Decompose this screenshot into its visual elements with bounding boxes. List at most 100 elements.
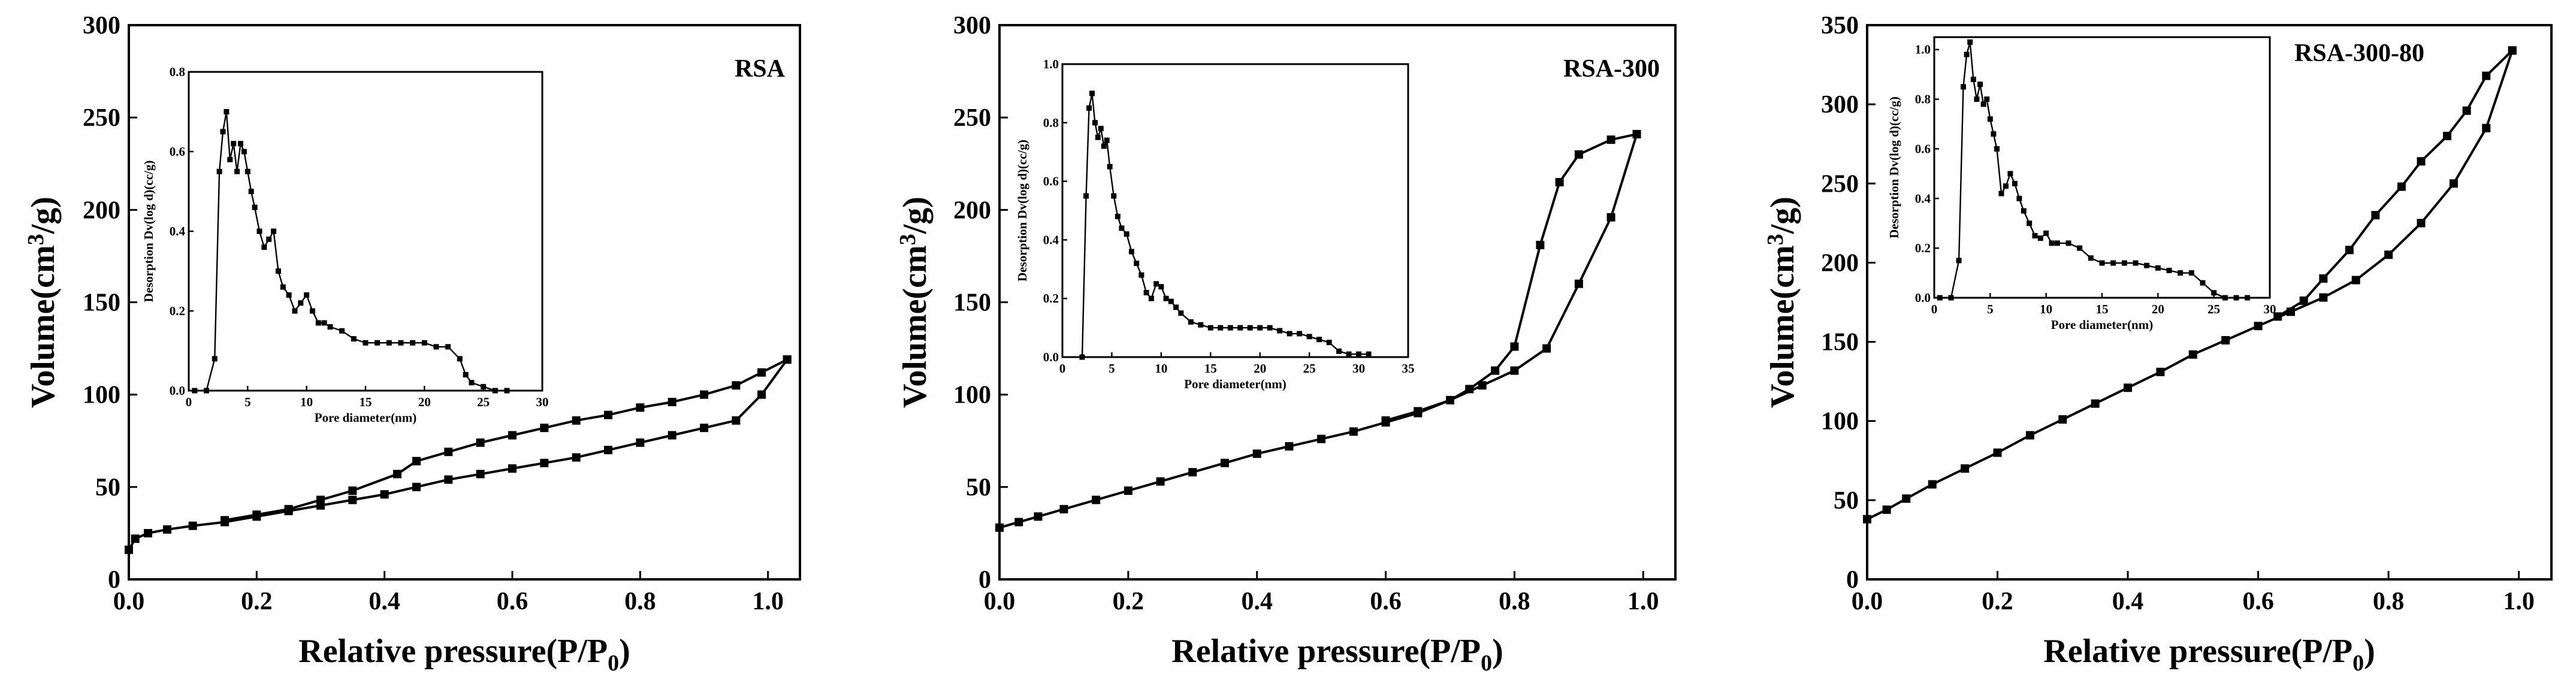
- y-tick-label: 0: [979, 566, 991, 594]
- inset-data-point: [1980, 101, 1986, 107]
- y-axis-label: Volume(cm3/g): [23, 197, 62, 408]
- inset-y-tick-label: 0.8: [1043, 116, 1059, 130]
- data-point-adsorption: [636, 438, 645, 447]
- inset-x-axis-label: Pore diameter(nm): [315, 410, 416, 425]
- inset-data-point: [271, 228, 277, 234]
- inset-data-point: [2121, 260, 2127, 266]
- inset-data-point: [304, 292, 310, 298]
- inset-data-point: [261, 244, 267, 250]
- data-point-adsorption: [2351, 276, 2360, 285]
- data-point-adsorption: [2156, 367, 2165, 376]
- plot-frame: [1866, 24, 2553, 581]
- data-point-adsorption: [700, 424, 708, 433]
- y-tick-label: 300: [83, 12, 120, 40]
- data-point-desorption: [732, 381, 741, 390]
- inset-data-point: [252, 204, 258, 210]
- inset-data-point: [445, 344, 451, 350]
- data-point-desorption: [604, 410, 612, 419]
- inset-x-tick-label: 10: [300, 395, 313, 409]
- inset-data-point: [1092, 120, 1098, 126]
- data-point-desorption: [2345, 246, 2354, 255]
- data-point-desorption: [348, 486, 357, 495]
- data-point-desorption: [636, 403, 645, 412]
- data-point-adsorption: [1993, 448, 2002, 457]
- inset-x-tick-label: 20: [2152, 302, 2164, 316]
- data-point-adsorption: [2417, 219, 2426, 228]
- inset-x-tick-label: 0: [186, 395, 192, 409]
- inset-data-point: [1356, 351, 1362, 357]
- inset-y-tick-label: 0.8: [170, 65, 185, 79]
- data-point-desorption: [1381, 416, 1390, 425]
- data-point-adsorption: [1542, 344, 1551, 353]
- inset-data-point: [1287, 331, 1292, 337]
- y-tick-label: 200: [953, 197, 991, 224]
- inset-data-point: [1188, 319, 1194, 325]
- data-point-desorption: [476, 438, 485, 447]
- inset-data-point: [492, 388, 498, 394]
- series-line-adsorption: [1867, 50, 2514, 521]
- data-point-adsorption: [444, 475, 453, 484]
- x-axis-label: Relative pressure(P/P0): [2043, 633, 2375, 676]
- inset-frame: [1933, 36, 2271, 299]
- inset-data-point: [2027, 220, 2033, 226]
- data-point-desorption: [2273, 312, 2282, 321]
- inset-x-axis-label: Pore diameter(nm): [1184, 377, 1286, 391]
- data-point-adsorption: [2091, 399, 2100, 408]
- inset-data-point: [1178, 310, 1184, 316]
- data-point-adsorption: [2319, 293, 2328, 302]
- inset-x-tick-label: 25: [1303, 361, 1316, 376]
- data-point-adsorption: [1317, 434, 1326, 443]
- data-point-adsorption: [604, 446, 612, 455]
- inset-data-point: [363, 340, 369, 346]
- data-point-adsorption: [1928, 480, 1937, 489]
- inset-data-point: [1095, 134, 1101, 140]
- inset-data-point: [275, 268, 281, 274]
- inset-frame: [1061, 63, 1409, 358]
- inset-y-tick-label: 0.4: [1043, 232, 1059, 247]
- data-point-adsorption: [144, 528, 152, 537]
- y-axis-label: Volume(cm3/g): [1763, 197, 1801, 408]
- inset-data-point: [1984, 96, 1990, 102]
- data-point-desorption: [668, 398, 677, 406]
- inset-data-point: [1970, 76, 1976, 82]
- inset-data-point: [266, 236, 272, 242]
- y-axis-label-main: Volume(cm: [25, 245, 62, 408]
- inset-x-tick-label: 0: [1931, 302, 1938, 316]
- inset-data-point: [292, 308, 298, 314]
- inset-data-point: [1143, 289, 1149, 295]
- data-point-adsorption: [163, 525, 171, 534]
- inset-x-tick-label: 5: [1109, 361, 1115, 376]
- x-tick-label: 0.4: [369, 588, 400, 615]
- inset-data-point: [2245, 295, 2251, 301]
- data-point-adsorption: [572, 453, 581, 462]
- inset-data-point: [1227, 325, 1233, 331]
- inset-data-point: [2049, 240, 2055, 246]
- data-point-desorption: [1536, 240, 1545, 249]
- inset-y-tick-label: 0.2: [1915, 241, 1931, 255]
- y-axis-label-end: /g): [896, 197, 934, 234]
- inset-data-point: [2016, 195, 2022, 201]
- inset-y-tick-label: 0.0: [170, 383, 185, 398]
- inset-data-point: [2007, 171, 2013, 177]
- inset-x-tick-label: 5: [1987, 302, 1994, 316]
- inset-data-point: [2166, 267, 2172, 273]
- inset-data-point: [2065, 240, 2071, 246]
- inset-data-point: [1336, 348, 1342, 354]
- data-point-adsorption: [131, 534, 140, 543]
- data-point-adsorption: [1059, 504, 1068, 513]
- x-tick-label: 0.6: [2242, 588, 2274, 615]
- inset-data-point: [410, 340, 416, 346]
- data-point-desorption: [1632, 129, 1641, 138]
- inset-data-point: [1297, 331, 1303, 337]
- data-point-adsorption: [1478, 381, 1487, 390]
- x-axis-label-sub: 0: [608, 651, 619, 676]
- inset-data-point: [1098, 126, 1104, 132]
- x-axis-label-sub: 0: [2352, 651, 2364, 676]
- data-point-desorption: [2462, 106, 2471, 115]
- inset-data-point: [2077, 245, 2083, 251]
- data-point-desorption: [2397, 182, 2406, 191]
- x-tick-label: 0.0: [113, 588, 145, 615]
- data-point-desorption: [252, 510, 261, 519]
- inset-data-point: [286, 292, 292, 298]
- data-point-desorption: [783, 355, 792, 364]
